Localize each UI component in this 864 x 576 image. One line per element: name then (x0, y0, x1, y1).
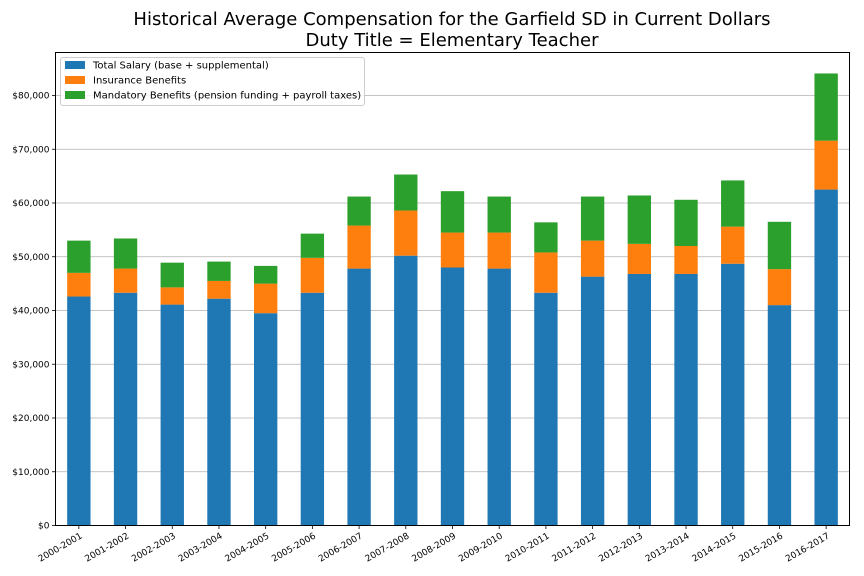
y-tick-label: $60,000 (12, 199, 49, 209)
bar-segment-s2-16 (814, 73, 838, 141)
chart-subtitle: Duty Title = Elementary Teacher (306, 30, 600, 51)
bar-segment-s1-9 (487, 232, 511, 269)
y-axis: $0 $10,000 $20,000 $30,000 $40,000 $50,000 $60… (12, 92, 56, 532)
x-tick-label: 2006-2007 (317, 531, 364, 564)
bar-segment-s1-0 (67, 272, 91, 297)
bar-segment-s1-2 (160, 287, 184, 305)
x-tick-label: 2003-2004 (177, 531, 225, 564)
y-tick-label: $70,000 (12, 145, 49, 155)
x-tick-label: 2013-2014 (644, 531, 692, 564)
bar-segment-s1-8 (440, 232, 465, 268)
x-tick-label: 2001-2002 (84, 531, 131, 564)
bar-segment-s2-3 (207, 261, 231, 281)
x-axis: 2000-2001 2001-2002 2002-2003 2003-2004 2004… (37, 525, 832, 565)
x-tick-label: 2004-2005 (224, 531, 271, 564)
bar-segment-s2-14 (721, 180, 745, 227)
bar-segment-s0-13 (674, 273, 698, 526)
bar-segment-s2-7 (394, 174, 418, 211)
bar-segment-s2-2 (160, 262, 184, 288)
bar-segment-s1-10 (534, 252, 558, 293)
x-tick-label: 2014-2015 (691, 531, 738, 564)
x-tick-label: 2000-2001 (37, 531, 84, 564)
bar-segment-s0-16 (814, 189, 838, 526)
bar-segment-s2-5 (300, 233, 325, 258)
bar-segment-s2-4 (254, 265, 278, 284)
bar-segment-s1-6 (347, 225, 371, 269)
plot-frame (55, 52, 850, 526)
bar-segment-s0-5 (300, 292, 325, 526)
bar-segment-s0-10 (534, 292, 558, 526)
bar-segment-s0-15 (767, 305, 792, 526)
x-tick-label: 2007-2008 (364, 531, 412, 564)
x-tick-label: 2009-2010 (457, 531, 505, 564)
bar-segment-s0-12 (627, 273, 651, 526)
bar-segment-s2-15 (767, 221, 792, 270)
legend-swatch (65, 91, 85, 99)
y-tick-label: $20,000 (12, 414, 49, 424)
bar-segment-s1-12 (627, 243, 651, 274)
bar-segment-s0-6 (347, 268, 371, 526)
bar-segment-s0-14 (721, 263, 745, 526)
y-tick-label: $10,000 (12, 468, 49, 478)
x-tick-label: 2011-2012 (551, 531, 598, 564)
bar-segment-s0-4 (254, 313, 278, 526)
bar-segment-s2-12 (627, 195, 651, 244)
bar-segment-s0-3 (207, 298, 231, 526)
legend-swatch (65, 76, 85, 84)
legend: Total Salary (base + supplemental) Insura… (60, 57, 365, 106)
bar-segment-s1-5 (300, 257, 325, 293)
bar-segment-s1-4 (254, 283, 278, 314)
x-tick-label: 2005-2006 (270, 531, 318, 564)
x-tick-label: 2012-2013 (597, 531, 644, 564)
bar-segment-s1-11 (580, 240, 605, 277)
y-tick-label: $0 (38, 522, 50, 532)
bar-segment-s0-0 (67, 296, 91, 526)
bar-segment-s1-14 (721, 226, 745, 264)
legend-frame (60, 57, 365, 106)
bar-segment-s0-8 (440, 267, 465, 526)
x-tick-label: 2016-2017 (784, 531, 831, 564)
bars (67, 73, 838, 526)
legend-entry: Total Salary (base + supplemental) (92, 61, 269, 72)
x-tick-label: 2015-2016 (737, 531, 785, 564)
x-tick-label: 2010-2011 (504, 531, 551, 564)
x-tick-label: 2008-2009 (411, 531, 459, 564)
bar-segment-s1-7 (394, 210, 418, 256)
bar-segment-s2-9 (487, 196, 511, 233)
bar-segment-s2-10 (534, 222, 558, 253)
bar-segment-s1-16 (814, 140, 838, 190)
y-tick-label: $30,000 (12, 360, 49, 370)
bar-segment-s1-13 (674, 246, 698, 274)
bar-segment-s1-1 (113, 268, 138, 293)
legend-entry: Mandatory Benefits (pension funding + pa… (93, 91, 361, 102)
x-tick-label: 2002-2003 (130, 531, 177, 564)
chart-title: Historical Average Compensation for the … (133, 9, 770, 30)
bar-segment-s0-2 (160, 304, 184, 526)
bar-segment-s1-3 (207, 280, 231, 299)
y-tick-label: $40,000 (12, 307, 49, 317)
bar-segment-s2-6 (347, 196, 371, 226)
legend-entry: Insurance Benefits (93, 76, 186, 87)
bar-segment-s2-8 (440, 191, 465, 233)
bar-segment-s0-11 (580, 276, 605, 526)
bar-segment-s2-0 (67, 240, 91, 273)
y-tick-label: $80,000 (12, 92, 49, 102)
bar-segment-s0-1 (113, 292, 138, 526)
bar-segment-s2-1 (113, 238, 138, 269)
bar-segment-s1-15 (767, 269, 792, 306)
bar-segment-s2-13 (674, 199, 698, 246)
bar-segment-s2-11 (580, 196, 605, 241)
bar-segment-s0-9 (487, 268, 511, 526)
legend-swatch (65, 61, 85, 69)
bar-segment-s0-7 (394, 255, 418, 526)
y-tick-label: $50,000 (12, 253, 49, 263)
